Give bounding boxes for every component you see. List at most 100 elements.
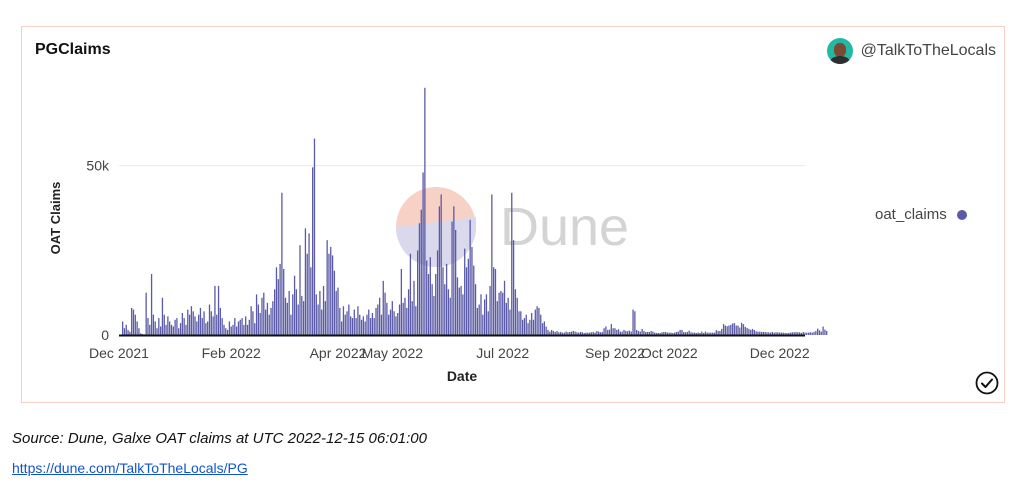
bar bbox=[601, 331, 603, 335]
author-badge[interactable]: @TalkToTheLocals bbox=[826, 37, 996, 65]
bar bbox=[762, 331, 765, 335]
bar bbox=[402, 302, 404, 335]
bar bbox=[482, 314, 484, 335]
bar bbox=[648, 331, 650, 335]
author-name[interactable]: @TalkToTheLocals bbox=[860, 42, 996, 59]
bar bbox=[150, 274, 153, 335]
bar bbox=[286, 302, 288, 335]
bar bbox=[205, 323, 207, 335]
bar bbox=[503, 280, 506, 335]
bar bbox=[415, 306, 417, 335]
bar bbox=[277, 279, 279, 335]
bar bbox=[621, 331, 623, 335]
bar bbox=[178, 328, 180, 335]
bar bbox=[149, 324, 151, 335]
bar bbox=[192, 311, 194, 335]
bar bbox=[322, 285, 325, 335]
bar bbox=[187, 309, 189, 335]
bar bbox=[730, 324, 732, 335]
bar bbox=[121, 321, 124, 335]
bar bbox=[257, 304, 260, 335]
dashboard-link[interactable]: https://dune.com/TalkToTheLocals/PG bbox=[12, 460, 248, 476]
bar bbox=[230, 326, 232, 335]
bar bbox=[520, 311, 522, 335]
bar bbox=[512, 240, 515, 335]
bar bbox=[699, 332, 701, 335]
bar bbox=[272, 301, 274, 335]
bar bbox=[435, 274, 437, 335]
bar bbox=[549, 331, 551, 335]
chart-legend[interactable]: oat_claims bbox=[875, 206, 967, 223]
bar bbox=[400, 268, 403, 335]
bar bbox=[241, 318, 243, 335]
bar bbox=[531, 312, 533, 335]
bar bbox=[643, 330, 645, 335]
bar bbox=[572, 330, 574, 335]
bar bbox=[362, 316, 364, 335]
bar bbox=[737, 325, 739, 335]
bar bbox=[234, 318, 236, 335]
bar bbox=[697, 332, 699, 335]
bar bbox=[156, 328, 158, 335]
bar bbox=[585, 332, 587, 335]
bar bbox=[717, 330, 719, 335]
bar bbox=[207, 321, 209, 335]
bar bbox=[666, 332, 669, 335]
bar bbox=[407, 289, 410, 335]
bar bbox=[625, 330, 627, 335]
bar bbox=[138, 328, 140, 335]
check-circle-icon[interactable] bbox=[975, 371, 999, 395]
bar bbox=[270, 307, 272, 335]
bar-series bbox=[121, 87, 828, 335]
bar bbox=[297, 304, 299, 335]
bar bbox=[824, 329, 826, 335]
bar bbox=[312, 167, 314, 335]
bar bbox=[502, 292, 504, 335]
bar bbox=[471, 246, 473, 335]
bar bbox=[701, 331, 703, 335]
bar bbox=[433, 296, 435, 335]
bar bbox=[293, 275, 296, 335]
bar bbox=[346, 311, 348, 335]
bar bbox=[516, 297, 518, 335]
bar bbox=[134, 314, 136, 335]
bar bbox=[780, 332, 783, 335]
bar bbox=[141, 333, 144, 335]
bar bbox=[398, 304, 401, 335]
bar bbox=[596, 330, 598, 335]
bar bbox=[266, 302, 269, 335]
bar bbox=[632, 309, 634, 335]
bar bbox=[646, 331, 649, 335]
chart-card: PGClaims @TalkToTheLocals Dune 0 50k Dec … bbox=[21, 26, 1005, 403]
bar bbox=[813, 331, 815, 335]
bar bbox=[628, 330, 631, 335]
bar bbox=[695, 332, 698, 335]
bar bbox=[221, 318, 223, 335]
bar bbox=[438, 206, 441, 335]
bar bbox=[190, 306, 193, 335]
legend-label[interactable]: oat_claims bbox=[875, 206, 947, 223]
bar bbox=[797, 332, 799, 335]
x-tick-label: Oct 2022 bbox=[641, 345, 698, 361]
bar bbox=[820, 331, 822, 335]
bar bbox=[360, 319, 363, 335]
bar bbox=[795, 331, 797, 335]
bar bbox=[713, 332, 716, 335]
bar bbox=[188, 314, 191, 335]
bar bbox=[693, 332, 696, 335]
bar bbox=[339, 307, 341, 335]
bar bbox=[158, 318, 160, 335]
bar bbox=[496, 301, 498, 335]
bar bbox=[822, 326, 824, 335]
bar bbox=[661, 332, 663, 335]
y-axis-label: OAT Claims bbox=[48, 182, 63, 255]
bar bbox=[460, 285, 462, 335]
bar bbox=[722, 324, 725, 335]
bar bbox=[757, 331, 759, 335]
bar bbox=[384, 292, 386, 335]
bar bbox=[250, 306, 252, 335]
bar bbox=[371, 312, 374, 335]
bar bbox=[382, 280, 384, 335]
bar bbox=[599, 332, 602, 335]
bar bbox=[246, 324, 249, 335]
